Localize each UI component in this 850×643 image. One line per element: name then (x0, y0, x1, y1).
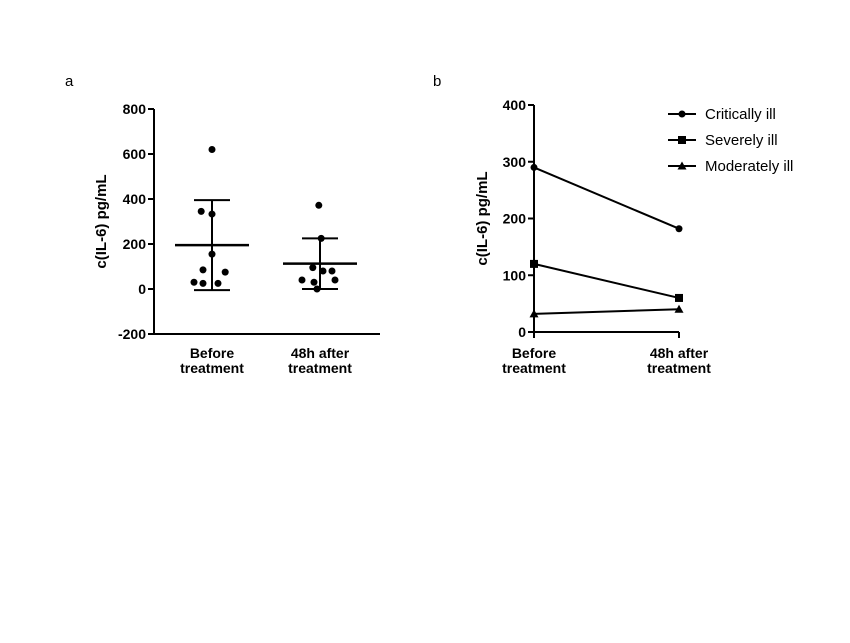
panel-b-label: b (433, 73, 441, 90)
x-category-label: Before treatment (180, 345, 244, 376)
x-category-label-line: 48h after (291, 345, 350, 361)
data-point (309, 264, 317, 272)
data-point (190, 278, 198, 286)
x-category-label: 48h after treatment (647, 345, 711, 376)
y-tick-label: 0 (138, 281, 146, 297)
series-line-triangle (533, 308, 680, 315)
legend-label: Severely ill (705, 132, 778, 149)
data-point (214, 279, 222, 287)
y-tick-label: 300 (503, 154, 527, 170)
series-point-triangle (674, 304, 684, 313)
y-tick-label: 200 (503, 211, 527, 227)
data-point (298, 276, 306, 284)
y-tick-label: 800 (123, 101, 147, 117)
data-point (328, 267, 336, 275)
series-point-triangle (529, 309, 539, 318)
y-axis-title: c(IL-6) pg/mL (93, 174, 110, 268)
y-axis-title: c(IL-6) pg/mL (474, 171, 491, 265)
x-category-label-line: Before (190, 345, 235, 361)
y-tick-label: 100 (503, 267, 527, 283)
data-point (319, 267, 327, 275)
data-point (315, 201, 323, 209)
series-point-square (530, 259, 538, 268)
legend-marker-circle (678, 110, 686, 118)
y-tick-label: 600 (123, 146, 147, 162)
series-point-circle (675, 225, 683, 233)
y-tick-label: -200 (118, 326, 146, 342)
series-point-square (675, 293, 683, 302)
legend-marker-square (678, 136, 686, 144)
series-line-circle (533, 166, 680, 230)
data-point (331, 276, 339, 284)
y-tick-label: 400 (123, 191, 147, 207)
x-category-label-line: treatment (180, 360, 244, 376)
data-point (208, 146, 216, 153)
legend-label: Moderately ill (705, 158, 793, 175)
y-tick-label: 200 (123, 236, 147, 252)
y-tick-label: 0 (518, 324, 526, 340)
y-tick-label: 400 (503, 97, 527, 113)
x-category-label-line: treatment (647, 360, 711, 376)
data-point (221, 268, 229, 276)
x-category-label-line: treatment (288, 360, 352, 376)
x-category-label: Before treatment (502, 345, 566, 376)
x-category-label-line: treatment (502, 360, 566, 376)
x-category-label: 48h after treatment (288, 345, 352, 376)
data-point (310, 278, 318, 286)
legend-marker-triangle (677, 161, 687, 170)
legend: Critically ill Severely ill Moderately ill (668, 106, 793, 175)
data-point (197, 207, 205, 215)
series-point-circle (530, 163, 538, 171)
legend-label: Critically ill (705, 106, 776, 123)
x-category-label-line: 48h after (650, 345, 709, 361)
data-point (199, 279, 207, 287)
data-point (199, 266, 207, 274)
x-category-label-line: Before (512, 345, 557, 361)
series-line-square (533, 262, 680, 299)
panel-a-label: a (65, 73, 74, 90)
